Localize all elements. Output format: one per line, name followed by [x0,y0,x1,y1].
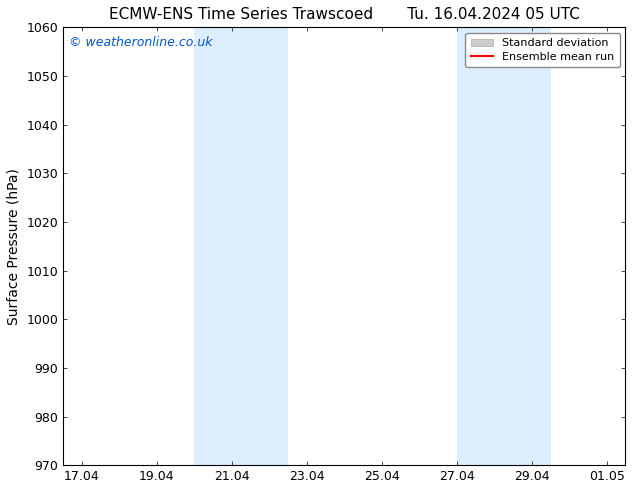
Legend: Standard deviation, Ensemble mean run: Standard deviation, Ensemble mean run [465,33,620,67]
Title: ECMW-ENS Time Series Trawscoed       Tu. 16.04.2024 05 UTC: ECMW-ENS Time Series Trawscoed Tu. 16.04… [109,7,580,22]
Bar [457,27,550,465]
Text: © weatheronline.co.uk: © weatheronline.co.uk [69,36,212,49]
Bar [195,27,288,465]
Y-axis label: Surface Pressure (hPa): Surface Pressure (hPa) [7,168,21,325]
